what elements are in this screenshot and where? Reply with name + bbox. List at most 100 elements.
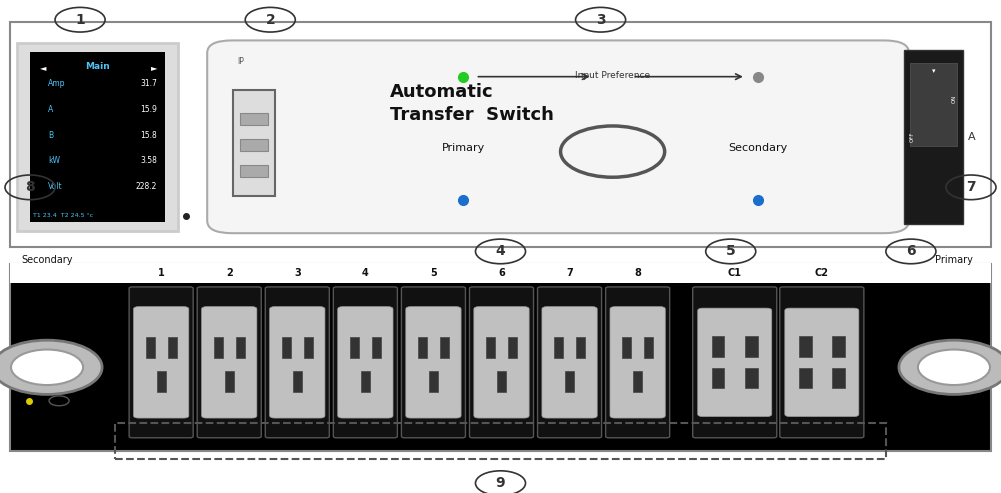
FancyBboxPatch shape [565,371,575,392]
FancyBboxPatch shape [371,337,380,358]
FancyBboxPatch shape [555,337,564,358]
FancyBboxPatch shape [486,337,495,358]
FancyBboxPatch shape [623,337,632,358]
Text: Main: Main [85,62,110,70]
Text: T1 23.4  T2 24.5 °c: T1 23.4 T2 24.5 °c [33,213,93,218]
FancyBboxPatch shape [633,371,643,392]
Text: Secondary: Secondary [728,143,788,153]
FancyBboxPatch shape [233,90,275,196]
FancyBboxPatch shape [146,337,155,358]
Text: 4: 4 [495,245,506,258]
FancyBboxPatch shape [224,371,234,392]
FancyBboxPatch shape [473,307,530,418]
Text: kW: kW [48,156,60,165]
Text: Primary: Primary [935,255,973,265]
FancyBboxPatch shape [576,337,585,358]
Text: 5: 5 [430,268,436,278]
FancyBboxPatch shape [610,307,666,418]
Text: 9: 9 [495,476,506,490]
FancyBboxPatch shape [17,43,178,231]
FancyBboxPatch shape [538,287,602,438]
FancyBboxPatch shape [133,307,189,418]
FancyBboxPatch shape [405,307,461,418]
Text: 15.8: 15.8 [140,131,157,140]
FancyBboxPatch shape [197,287,261,438]
FancyBboxPatch shape [269,307,325,418]
FancyBboxPatch shape [240,139,268,151]
Text: ▾: ▾ [932,69,935,74]
FancyBboxPatch shape [780,287,864,438]
Text: C1: C1 [728,268,742,278]
Text: 6: 6 [498,268,505,278]
FancyBboxPatch shape [496,371,507,392]
FancyBboxPatch shape [785,308,859,417]
FancyBboxPatch shape [10,22,991,246]
FancyBboxPatch shape [240,113,268,125]
FancyBboxPatch shape [333,287,397,438]
FancyBboxPatch shape [745,368,758,388]
Circle shape [11,350,83,385]
FancyBboxPatch shape [156,371,166,392]
Text: B: B [48,131,53,140]
FancyBboxPatch shape [360,371,370,392]
Circle shape [918,350,990,385]
Text: ◄: ◄ [40,63,46,71]
Text: 7: 7 [567,268,573,278]
FancyBboxPatch shape [693,287,777,438]
FancyBboxPatch shape [265,287,329,438]
FancyBboxPatch shape [799,368,812,388]
Text: 7: 7 [966,180,976,194]
FancyBboxPatch shape [401,287,465,438]
Text: 3: 3 [294,268,300,278]
Text: OFF: OFF [910,132,915,142]
Circle shape [0,340,102,394]
Text: Amp: Amp [48,79,65,88]
Text: C2: C2 [815,268,829,278]
Text: 8: 8 [25,180,35,194]
Text: Automatic
Transfer  Switch: Automatic Transfer Switch [390,83,555,124]
FancyBboxPatch shape [167,337,176,358]
FancyBboxPatch shape [10,263,991,283]
Text: 2: 2 [265,13,275,27]
Text: 3.58: 3.58 [140,156,157,165]
FancyBboxPatch shape [439,337,448,358]
Text: Primary: Primary [441,143,485,153]
FancyBboxPatch shape [303,337,312,358]
FancyBboxPatch shape [214,337,223,358]
FancyBboxPatch shape [30,52,165,222]
Text: Secondary: Secondary [21,255,73,265]
FancyBboxPatch shape [428,371,438,392]
FancyBboxPatch shape [832,368,845,388]
FancyBboxPatch shape [10,264,991,451]
Circle shape [899,340,1001,394]
Text: 2: 2 [226,268,232,278]
FancyBboxPatch shape [207,40,909,233]
FancyBboxPatch shape [508,337,517,358]
FancyBboxPatch shape [469,287,534,438]
Text: A: A [968,132,976,142]
FancyBboxPatch shape [606,287,670,438]
FancyBboxPatch shape [712,337,725,357]
Text: 6: 6 [906,245,916,258]
Text: 15.9: 15.9 [140,105,157,114]
FancyBboxPatch shape [201,307,257,418]
FancyBboxPatch shape [129,287,193,438]
FancyBboxPatch shape [337,307,393,418]
FancyBboxPatch shape [542,307,598,418]
Text: 8: 8 [635,268,641,278]
FancyBboxPatch shape [418,337,427,358]
FancyBboxPatch shape [745,337,758,357]
FancyBboxPatch shape [240,165,268,177]
Text: 228.2: 228.2 [136,182,157,191]
Text: ON: ON [952,95,957,104]
Text: 31.7: 31.7 [140,79,157,88]
Text: Input Preference: Input Preference [575,71,651,80]
Text: IP: IP [237,57,244,66]
Text: Volt: Volt [48,182,63,191]
Text: 1: 1 [158,268,164,278]
FancyBboxPatch shape [712,368,725,388]
FancyBboxPatch shape [644,337,653,358]
FancyBboxPatch shape [282,337,291,358]
FancyBboxPatch shape [799,337,812,357]
FancyBboxPatch shape [292,371,302,392]
